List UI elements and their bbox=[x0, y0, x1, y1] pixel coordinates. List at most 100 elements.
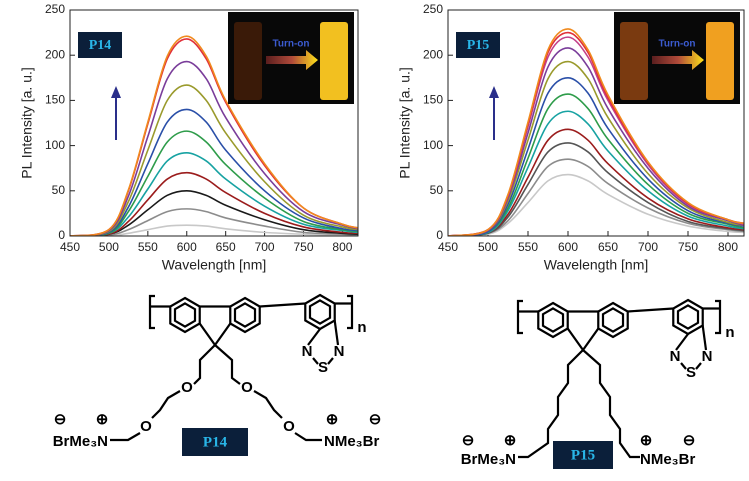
bond bbox=[347, 294, 354, 330]
y-axis-label: PL Intensity [a. u.] bbox=[19, 67, 35, 179]
x-tick-label: 800 bbox=[718, 240, 738, 254]
atom-label: ⊖ bbox=[462, 432, 475, 449]
spectrum-line bbox=[70, 208, 358, 236]
y-tick-label: 100 bbox=[45, 138, 65, 152]
atom-label: n bbox=[725, 324, 734, 341]
sample-label-box bbox=[78, 32, 122, 58]
ring-inner bbox=[233, 302, 257, 328]
x-axis-label: Wavelength [nm] bbox=[162, 257, 267, 273]
spectrum-line bbox=[70, 130, 358, 236]
y-tick-label: 150 bbox=[45, 93, 65, 107]
y-tick-label: 200 bbox=[423, 47, 443, 61]
bond bbox=[294, 432, 322, 442]
bond bbox=[675, 333, 689, 351]
bond bbox=[198, 322, 232, 347]
x-tick-label: 450 bbox=[438, 240, 458, 254]
spectrum-line bbox=[448, 142, 744, 236]
atom-label: O bbox=[241, 379, 253, 396]
y-tick-label: 200 bbox=[45, 47, 65, 61]
spectrum-line bbox=[70, 60, 358, 236]
atom-label: ⊕ bbox=[640, 432, 653, 449]
x-tick-label: 500 bbox=[478, 240, 498, 254]
label-box bbox=[553, 441, 613, 469]
bond bbox=[680, 362, 687, 370]
vial-dark bbox=[234, 22, 262, 100]
bond bbox=[327, 357, 334, 365]
spectrum-line bbox=[448, 173, 744, 236]
x-tick-label: 750 bbox=[678, 240, 698, 254]
x-tick-label: 550 bbox=[518, 240, 538, 254]
arrow-head bbox=[111, 86, 121, 98]
bond bbox=[259, 302, 306, 308]
spectrum-line bbox=[70, 171, 358, 236]
spectrum-line bbox=[448, 128, 744, 236]
sample-label-box bbox=[456, 32, 500, 58]
bond bbox=[312, 357, 319, 365]
spectrum-line bbox=[448, 93, 744, 236]
atom-label: N bbox=[334, 343, 345, 360]
plot-area bbox=[448, 28, 744, 236]
atom-label: ⊕ bbox=[96, 411, 109, 428]
bond bbox=[151, 390, 181, 419]
sample-label: P14 bbox=[89, 38, 112, 53]
bond bbox=[695, 362, 702, 370]
atom-label: BrMe₃N bbox=[53, 433, 108, 450]
y-tick-label: 0 bbox=[436, 228, 443, 242]
atom-label: n bbox=[357, 319, 366, 336]
plot-frame bbox=[447, 9, 745, 237]
bond bbox=[148, 294, 155, 330]
bond bbox=[701, 325, 708, 351]
bond bbox=[333, 320, 340, 346]
bond bbox=[627, 307, 674, 313]
arrow-head bbox=[489, 86, 499, 98]
x-tick-label: 500 bbox=[99, 240, 119, 254]
spectrum-line bbox=[448, 76, 744, 236]
x-tick-label: 700 bbox=[638, 240, 658, 254]
spectrum-line bbox=[70, 35, 358, 236]
atom-label: BrMe₃N bbox=[461, 451, 516, 468]
atom-label: O bbox=[181, 379, 193, 396]
x-tick-label: 800 bbox=[332, 240, 352, 254]
bond bbox=[253, 390, 283, 419]
atom-label: O bbox=[283, 418, 295, 435]
x-tick-label: 450 bbox=[60, 240, 80, 254]
x-tick-label: 600 bbox=[558, 240, 578, 254]
y-tick-label: 250 bbox=[423, 2, 443, 16]
spectrum-line bbox=[70, 108, 358, 236]
atom-label: S bbox=[686, 364, 696, 381]
y-axis-label: PL Intensity [a. u.] bbox=[397, 67, 413, 179]
y-tick-label: 50 bbox=[430, 183, 444, 197]
turn-on-label: Turn-on bbox=[658, 39, 695, 50]
x-tick-label: 650 bbox=[598, 240, 618, 254]
plot-frame bbox=[69, 9, 359, 237]
y-tick-label: 250 bbox=[45, 2, 65, 16]
y-tick-label: 150 bbox=[423, 93, 443, 107]
bond bbox=[518, 349, 584, 459]
turn-on-arrow bbox=[266, 50, 318, 70]
x-tick-label: 650 bbox=[216, 240, 236, 254]
spectrum-line bbox=[70, 189, 358, 236]
spectrum-line bbox=[448, 110, 744, 236]
structure-label: P14 bbox=[203, 434, 228, 450]
spectrum-line bbox=[70, 152, 358, 236]
atom-label: ⊖ bbox=[683, 432, 696, 449]
atom-label: NMe₃Br bbox=[324, 433, 379, 450]
plot-area bbox=[70, 35, 358, 236]
atom-label: O bbox=[140, 418, 152, 435]
spectrum-line bbox=[448, 60, 744, 236]
atom-label: S bbox=[318, 359, 328, 376]
ring-inner bbox=[541, 307, 565, 333]
vial-bright bbox=[320, 22, 348, 100]
vial-dark bbox=[620, 22, 648, 100]
x-tick-label: 750 bbox=[293, 240, 313, 254]
atom-label: ⊕ bbox=[326, 411, 339, 428]
structure-label: P15 bbox=[571, 447, 595, 463]
ring-inner bbox=[676, 304, 700, 330]
ring-inner bbox=[601, 307, 625, 333]
atom-label: ⊖ bbox=[54, 411, 67, 428]
x-tick-label: 600 bbox=[177, 240, 197, 254]
bond bbox=[582, 349, 640, 459]
ring-inner bbox=[173, 302, 197, 328]
spectrum-line bbox=[448, 158, 744, 236]
